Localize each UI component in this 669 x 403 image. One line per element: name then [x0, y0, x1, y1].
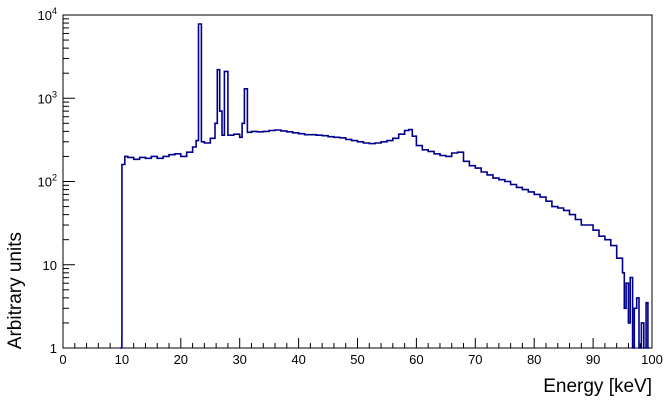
- y-axis-title: Arbitrary units: [5, 232, 26, 349]
- y-tick-label: 10: [43, 258, 57, 273]
- x-tick-label: 90: [586, 352, 600, 367]
- y-tick-label: 1: [50, 341, 57, 356]
- y-tick-label-exponent: 3: [52, 89, 57, 99]
- y-tick-label-base: 1: [50, 341, 57, 356]
- x-axis-tick-labels: 0 10 20 30 40 50 60 70 80 90 100: [59, 352, 662, 367]
- y-tick-label-base: 10: [38, 175, 52, 190]
- x-tick-label: 30: [232, 352, 246, 367]
- x-axis-title: Energy [keV]: [543, 376, 652, 397]
- x-tick-label: 60: [409, 352, 423, 367]
- x-tick-label: 50: [350, 352, 364, 367]
- x-tick-label: 0: [59, 352, 66, 367]
- x-tick-label: 80: [527, 352, 541, 367]
- y-tick-label: 102: [38, 173, 57, 190]
- y-tick-label-base: 10: [38, 8, 52, 23]
- y-axis-ticks: [63, 14, 75, 349]
- spectrum-series-line: [120, 23, 650, 349]
- x-tick-label: 40: [291, 352, 305, 367]
- y-tick-label: 104: [38, 6, 57, 23]
- y-tick-label-exponent: 4: [52, 6, 57, 16]
- x-axis-ticks: [62, 338, 653, 348]
- plot-frame: [62, 14, 653, 349]
- y-tick-label-base: 10: [43, 258, 57, 273]
- x-tick-label: 20: [174, 352, 188, 367]
- x-tick-label: 100: [641, 352, 663, 367]
- x-tick-label: 70: [468, 352, 482, 367]
- y-tick-label-exponent: 2: [52, 173, 57, 183]
- y-tick-label-base: 10: [38, 91, 52, 106]
- y-tick-label: 103: [38, 89, 57, 106]
- x-tick-label: 10: [115, 352, 129, 367]
